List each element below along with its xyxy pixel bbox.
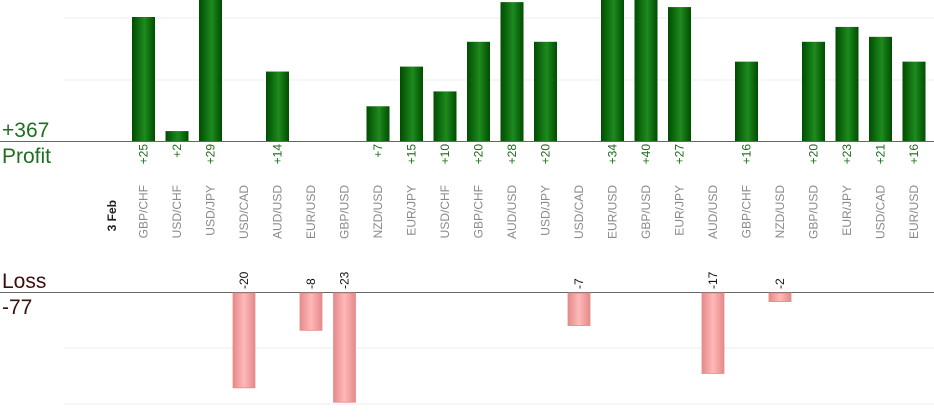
category-label-0: GBP/CHF: [137, 185, 151, 238]
category-label-6: GBP/USD: [338, 185, 352, 239]
profit-value-16: +27: [673, 144, 687, 165]
category-label-5: EUR/USD: [304, 185, 318, 239]
loss-value-6: -23: [338, 271, 352, 289]
profit-value-0: +25: [137, 144, 151, 165]
profit-caption: Profit: [2, 145, 52, 168]
profit-bar-16: [668, 7, 691, 141]
category-label-23: EUR/USD: [907, 185, 921, 239]
profit-value-14: +34: [606, 144, 620, 165]
profit-value-10: +20: [472, 144, 486, 165]
profit-value-7: +7: [371, 144, 385, 158]
profit-bar-0: [132, 17, 155, 141]
axes: [0, 141, 934, 293]
profit-value-15: +40: [639, 144, 653, 165]
profit-value-1: +2: [170, 144, 184, 158]
profit-value-9: +10: [438, 144, 452, 165]
category-label-19: NZD/USD: [773, 185, 787, 239]
category-label-16: EUR/JPY: [673, 185, 687, 236]
profit-value-11: +28: [505, 144, 519, 165]
profit-value-12: +20: [539, 144, 553, 165]
loss-value-3: -20: [237, 271, 251, 289]
category-labels: GBP/CHF USD/CHF USD/JPY USD/CAD AUD/USD EUR/U…: [137, 185, 922, 239]
category-label-14: EUR/USD: [606, 185, 620, 239]
category-label-13: USD/CAD: [572, 185, 586, 239]
profit-bar-14: [601, 0, 624, 141]
profit-bar-23: [902, 61, 926, 141]
category-label-10: GBP/CHF: [472, 185, 486, 238]
category-label-1: USD/CHF: [170, 185, 184, 238]
profit-value-4: +14: [271, 144, 285, 165]
category-label-11: AUD/USD: [505, 185, 519, 239]
profit-value-23: +16: [907, 144, 921, 165]
category-label-4: AUD/USD: [271, 185, 285, 239]
profit-value-20: +20: [807, 144, 821, 165]
loss-bar-3: [232, 292, 256, 389]
category-label-8: EUR/JPY: [405, 185, 419, 236]
loss-value-17: -17: [706, 271, 720, 289]
profit-bar-7: [366, 106, 390, 141]
profit-bar-4: [266, 71, 289, 141]
category-label-9: USD/CHF: [438, 185, 452, 238]
category-label-2: USD/JPY: [204, 185, 218, 236]
loss-value-13: -7: [572, 278, 586, 289]
profit-bar-12: [534, 41, 557, 141]
category-label-3: USD/CAD: [237, 185, 251, 239]
profit-value-8: +15: [405, 144, 419, 165]
category-label-12: USD/JPY: [539, 185, 553, 236]
loss-bar-19: [768, 292, 792, 302]
profit-bar-9: [433, 91, 457, 141]
category-label-18: GBP/CHF: [740, 185, 754, 238]
profit-value-2: +29: [204, 144, 218, 165]
profit-value-18: +16: [740, 144, 754, 165]
profit-bar-8: [400, 66, 423, 141]
profit-value-21: +23: [840, 144, 854, 165]
loss-caption: Loss: [2, 270, 47, 293]
category-label-21: EUR/JPY: [840, 185, 854, 236]
category-label-7: NZD/USD: [371, 185, 385, 239]
profit-bar-2: [199, 0, 222, 141]
loss-value-5: -8: [304, 278, 318, 289]
profit-total: +367: [2, 119, 50, 142]
category-label-15: GBP/USD: [639, 185, 653, 239]
loss-value-19: -2: [773, 278, 787, 289]
category-label-17: AUD/USD: [706, 185, 720, 239]
profit-bar-20: [802, 41, 825, 141]
profit-bar-22: [869, 36, 892, 142]
profit-value-22: +21: [874, 144, 888, 165]
profit-bar-21: [835, 26, 859, 142]
profit-bar-1: [165, 131, 189, 141]
loss-bar-5: [299, 292, 323, 331]
date-label: 3 Feb: [105, 200, 119, 231]
profit-bar-18: [735, 61, 758, 141]
loss-bar-17: [701, 292, 725, 374]
value-labels: +25 +2 +29 -20 +14 -8 -23 +7 +15 +10 +20 +28 +20 -7 +3…: [137, 144, 922, 289]
loss-total: -77: [2, 296, 33, 319]
loss-bar-13: [567, 292, 591, 326]
profit-bar-15: [634, 0, 658, 141]
profit-bar-10: [467, 41, 490, 141]
loss-bar-6: [333, 292, 356, 403]
profit-bar-11: [500, 2, 524, 142]
category-label-20: GBP/USD: [807, 185, 821, 239]
bars: [132, 0, 926, 403]
category-label-22: USD/CAD: [874, 185, 888, 239]
